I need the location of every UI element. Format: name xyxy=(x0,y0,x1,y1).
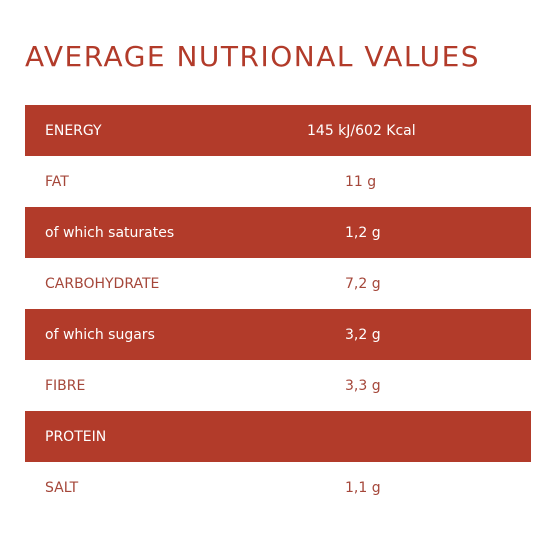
page-title: AVERAGE NUTRIONAL VALUES xyxy=(25,40,481,73)
table-row: CARBOHYDRATE 7,2 g xyxy=(25,258,531,309)
row-value-salt: 1,1 g xyxy=(345,479,381,496)
table-row: SALT 1,1 g xyxy=(25,462,531,513)
row-label-saturates: of which saturates xyxy=(45,224,175,241)
row-value-fibre: 3,3 g xyxy=(345,377,381,394)
table-row: ENERGY 145 kJ/602 Kcal xyxy=(25,105,531,156)
table-row: FAT 11 g xyxy=(25,156,531,207)
row-label-energy: ENERGY xyxy=(45,122,102,139)
row-label-sugars: of which sugars xyxy=(45,326,155,343)
row-label-fibre: FIBRE xyxy=(45,377,86,394)
row-label-carbohydrate: CARBOHYDRATE xyxy=(45,275,160,292)
table-row: FIBRE 3,3 g xyxy=(25,360,531,411)
table-row: PROTEIN xyxy=(25,411,531,462)
table-row: of which sugars 3,2 g xyxy=(25,309,531,360)
row-value-carbohydrate: 7,2 g xyxy=(345,275,381,292)
table-row: of which saturates 1,2 g xyxy=(25,207,531,258)
row-label-protein: PROTEIN xyxy=(45,428,107,445)
row-label-salt: SALT xyxy=(45,479,79,496)
row-label-fat: FAT xyxy=(45,173,69,190)
nutrition-table: ENERGY 145 kJ/602 Kcal FAT 11 g of which… xyxy=(25,105,531,513)
row-value-saturates: 1,2 g xyxy=(345,224,381,241)
row-value-energy: 145 kJ/602 Kcal xyxy=(307,122,416,139)
row-value-fat: 11 g xyxy=(345,173,377,190)
row-value-sugars: 3,2 g xyxy=(345,326,381,343)
